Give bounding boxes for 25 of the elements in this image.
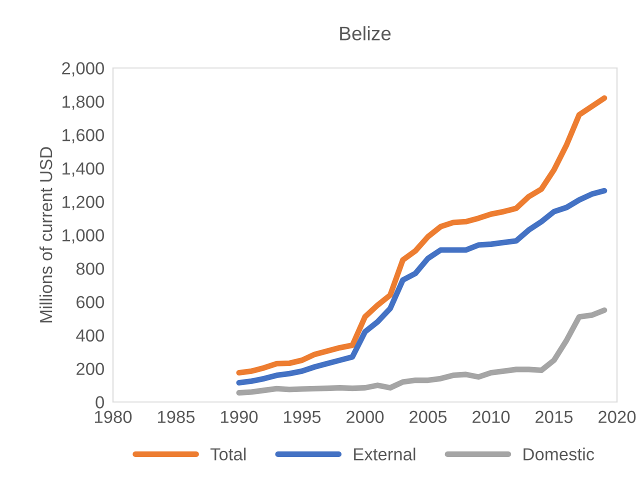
legend-label: External [354,448,416,460]
y-tick-label: 0 [96,396,104,408]
y-tick-label: 200 [76,362,104,376]
y-tick-label: 600 [76,296,104,308]
y-tick-label: 1,200 [62,196,104,210]
y-tick-label: 1,400 [62,162,104,177]
y-tick-label: 1,800 [62,96,104,110]
x-tick-label: 2015 [536,410,573,424]
x-tick-label: 2005 [410,410,447,424]
x-tick-label: 1990 [221,410,258,424]
x-tick-label: 2010 [472,410,510,424]
y-tick-label: 1,000 [62,229,104,244]
y-tick-label: 1,600 [62,128,104,144]
y-axis-title: Millions of current USD [39,147,52,322]
y-tick-label: 2,000 [62,62,104,77]
chart-title: Belize [340,26,391,40]
x-tick-label: 1995 [284,410,321,424]
x-tick-label: 1980 [95,410,132,424]
x-tick-label: 2020 [598,410,636,424]
y-tick-label: 800 [76,262,104,275]
legend-label: Domestic [524,448,594,460]
y-tick-label: 400 [76,329,104,342]
x-tick-label: 2000 [346,410,384,424]
legend-label: Total [210,448,246,460]
x-tick-label: 1985 [158,410,195,424]
